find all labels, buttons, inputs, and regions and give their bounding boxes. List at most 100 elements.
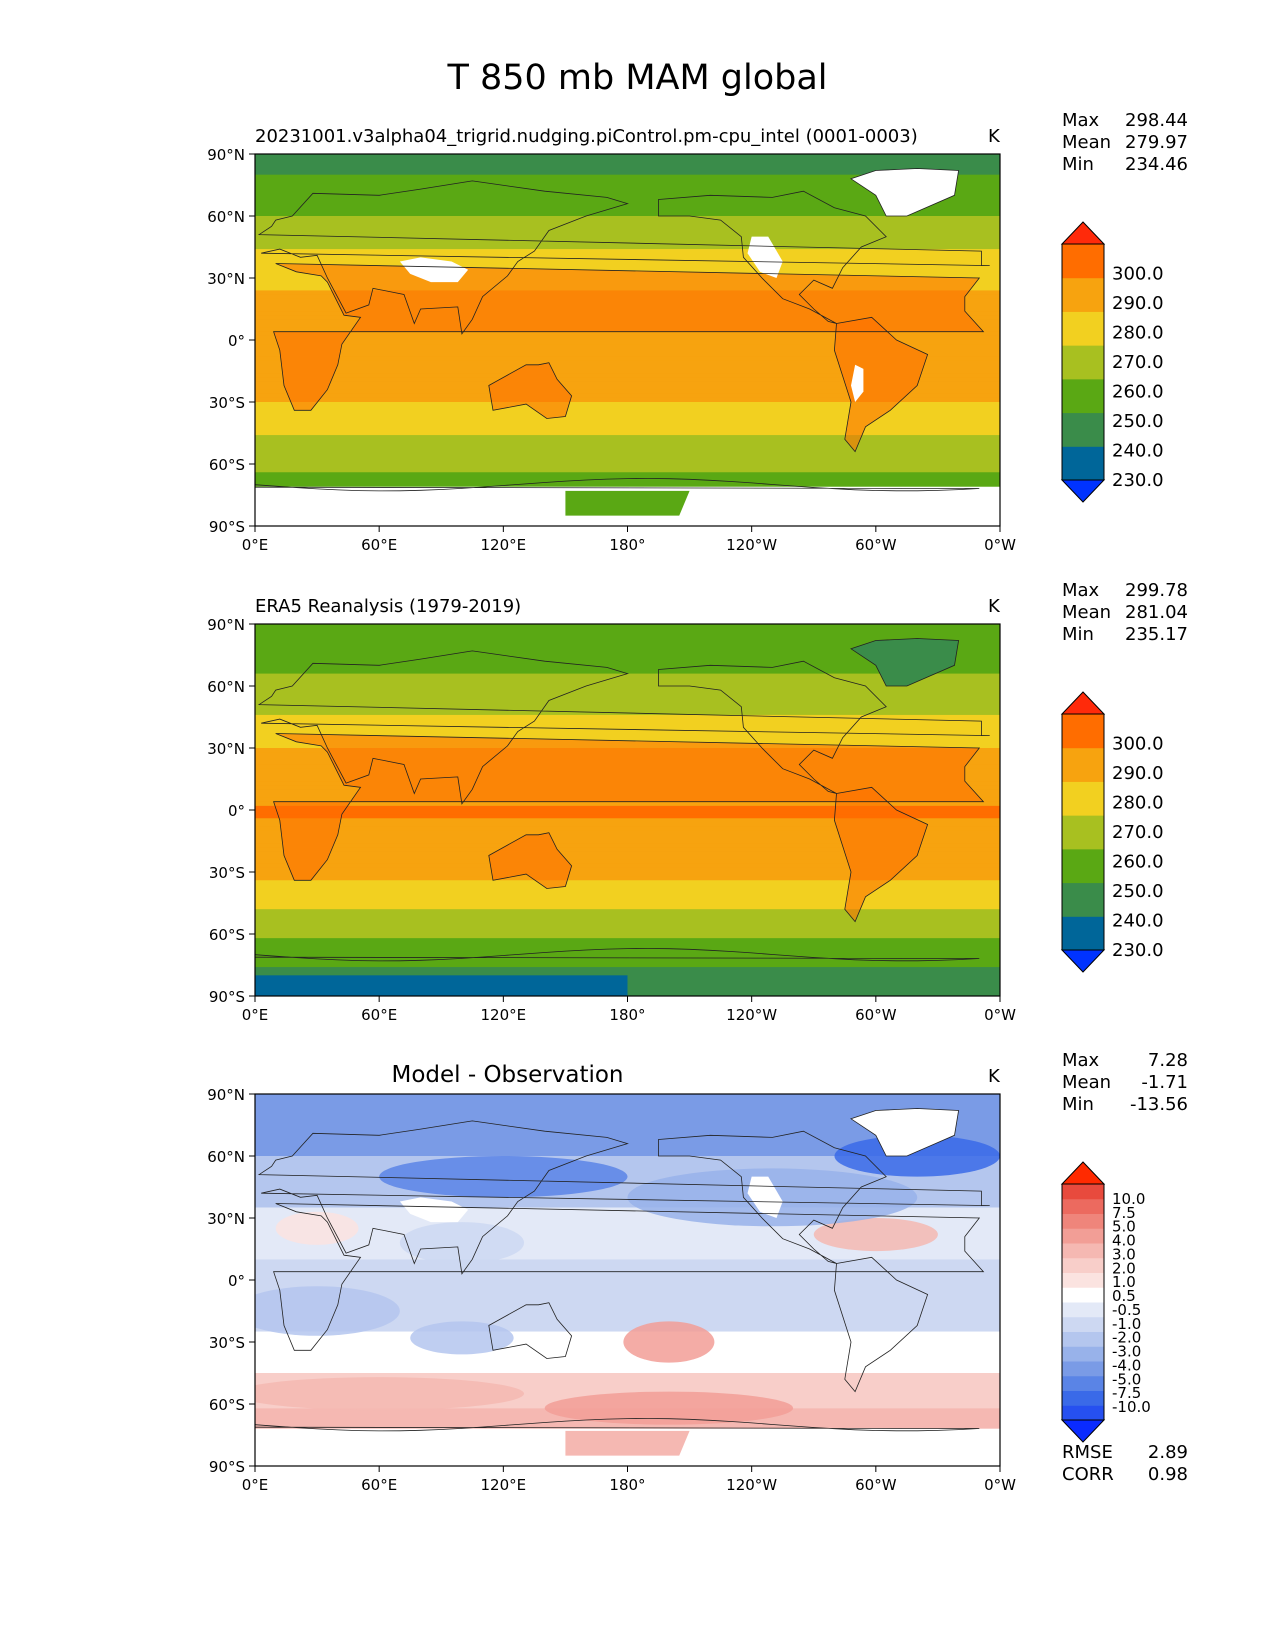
missing-tibet: [399, 1197, 469, 1223]
colorbar-label: 240.0: [1112, 911, 1164, 932]
temperature-band: [255, 220, 1000, 225]
colorbar-label: -2.0: [1112, 1329, 1141, 1347]
y-tick-label: 60°N: [207, 1148, 245, 1166]
y-tick-label: 30°S: [209, 1334, 245, 1352]
panel-units: K: [988, 1066, 1001, 1087]
coastline-eurasia: [257, 180, 990, 335]
temperature-band: [255, 913, 1000, 919]
temperature-band: [255, 876, 1000, 881]
temperature-band: [255, 632, 1000, 637]
stat-label: Min: [1062, 154, 1094, 175]
colorbar-label: 290.0: [1112, 293, 1164, 314]
colorbar-label: 290.0: [1112, 763, 1164, 784]
stat-value: 234.46: [1125, 154, 1188, 175]
panel-units: K: [988, 596, 1001, 617]
temperature-band: [255, 652, 1000, 658]
temperature-band: [255, 472, 1000, 477]
difference-anomaly: [544, 1391, 794, 1425]
temperature-band: [255, 706, 1000, 712]
temperature-band: [255, 714, 1000, 720]
coastline-samerica: [833, 316, 929, 453]
coastline-africa: [273, 263, 985, 411]
stat-label: Min: [1062, 1094, 1094, 1115]
temperature-band: [255, 244, 1000, 250]
temperature-band: [255, 628, 1000, 633]
temperature-band: [255, 669, 1000, 675]
colorbar-segment: [1062, 1405, 1104, 1421]
y-tick-label: 30°N: [207, 270, 245, 288]
temperature-band: [255, 673, 1000, 679]
temperature-band: [255, 863, 1000, 869]
temperature-band: [255, 731, 1000, 737]
temperature-band: [255, 884, 1000, 890]
colorbar-segment: [1062, 781, 1104, 816]
temperature-band: [255, 929, 1000, 935]
y-tick-label: 90°N: [207, 146, 245, 164]
stat-label: Max: [1062, 1050, 1100, 1071]
x-tick-label: 120°E: [481, 1006, 527, 1024]
colorbar-segment: [1062, 1390, 1104, 1406]
coastline-antarctica: [255, 1418, 980, 1432]
temperature-band: [255, 917, 1000, 923]
temperature-band: [255, 723, 1000, 728]
colorbar-label: -7.5: [1112, 1384, 1141, 1402]
colorbar-segment: [1062, 311, 1104, 346]
colorbar-label: 7.5: [1112, 1204, 1136, 1222]
stat-value: 298.44: [1125, 110, 1188, 131]
y-tick-label: 30°S: [209, 394, 245, 412]
map-panel-2: 90°N 60°N 30°N 0° 30°S 60°S 90°S0°E 60°E 120°E 18…: [207, 580, 1188, 1024]
temperature-band: [255, 174, 1000, 180]
colorbar-frame: [1061, 243, 1105, 481]
difference-anomaly: [399, 1222, 525, 1264]
temperature-band: [255, 843, 1000, 848]
stat-value: -13.56: [1130, 1094, 1188, 1115]
temperature-band: [255, 368, 1000, 374]
colorbar-segment: [1062, 1287, 1104, 1303]
colorbar-label: 5.0: [1112, 1218, 1136, 1236]
y-tick-label: 60°S: [209, 1396, 245, 1414]
temperature-band: [255, 397, 1000, 403]
colorbar-segment: [1062, 412, 1104, 447]
y-tick-label: 90°N: [207, 1086, 245, 1104]
colorbar-label: 250.0: [1112, 411, 1164, 432]
panel-title: 20231001.v3alpha04_trigrid.nudging.piCon…: [255, 126, 918, 147]
temperature-band: [255, 640, 1000, 646]
colorbar-label: -3.0: [1112, 1343, 1141, 1361]
y-tick-label: 90°N: [207, 616, 245, 634]
x-tick-label: 0°E: [242, 536, 269, 554]
colorbar-label: -5.0: [1112, 1370, 1141, 1388]
temperature-band: [255, 443, 1000, 449]
temperature-band: [255, 681, 1000, 687]
colorbar-label: -10.0: [1112, 1398, 1151, 1416]
stat-label: Max: [1062, 110, 1100, 131]
temperature-band: [255, 459, 1000, 465]
x-tick-label: 0°W: [984, 536, 1016, 554]
coastline-samerica: [833, 1256, 929, 1393]
colorbar-label: 270.0: [1112, 352, 1164, 373]
x-tick-label: 0°W: [984, 1006, 1016, 1024]
colorbar-label: 230.0: [1112, 940, 1164, 961]
x-tick-label: 60°E: [361, 1006, 397, 1024]
temperature-band: [255, 348, 1000, 353]
temperature-band: [255, 624, 1000, 629]
y-tick-label: 30°S: [209, 864, 245, 882]
missing-greenland: [851, 168, 959, 216]
colorbar-segment: [1062, 1331, 1104, 1347]
temperature-band: [255, 216, 1000, 221]
colorbar: 300.0 290.0 280.0 270.0 260.0 250.0 240.0 230.0: [1060, 691, 1164, 973]
colorbar-segment: [1062, 747, 1104, 782]
temperature-band: [255, 801, 1000, 807]
colorbar-label: 2.0: [1112, 1259, 1136, 1277]
temperature-band: [255, 838, 1000, 844]
colorbar-segment: [1062, 1213, 1104, 1229]
temperature-band: [255, 418, 1000, 424]
colorbar-label: 280.0: [1112, 323, 1164, 344]
colorbar-segment: [1062, 1346, 1104, 1362]
colorbar-extend-min: [1060, 1419, 1106, 1443]
colorbar-label: 250.0: [1112, 881, 1164, 902]
coastline-antarctica: [255, 478, 980, 492]
colorbar-frame: [1061, 1183, 1105, 1421]
coastline-namerica: [658, 1130, 887, 1264]
coastline-australia: [488, 1302, 573, 1359]
temperature-band: [255, 340, 1000, 345]
